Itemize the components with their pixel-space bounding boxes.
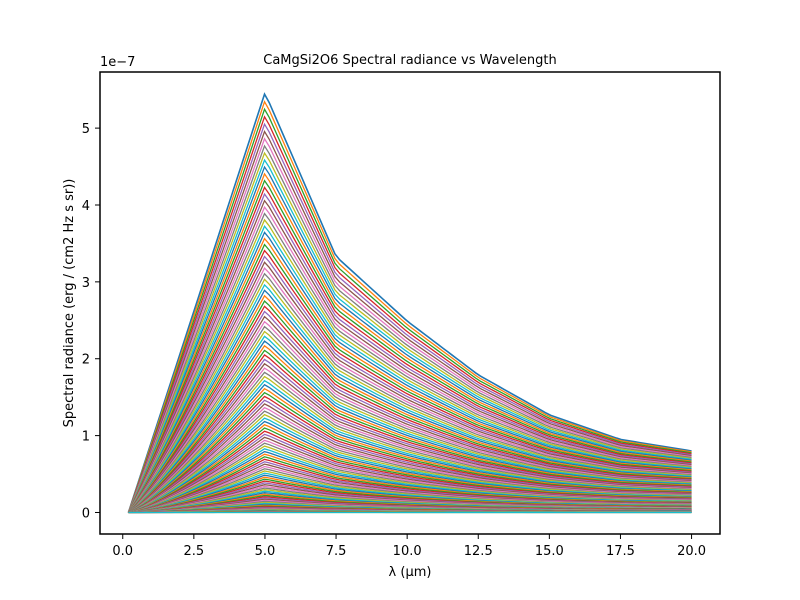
series-line [127,115,692,513]
series-line [128,349,692,514]
series-line [127,237,692,513]
series-line [128,354,692,514]
series-line [128,371,692,514]
series-line [127,144,692,513]
series-line [128,399,692,514]
x-tick-label: 12.5 [464,544,493,559]
plot-frame [99,71,721,535]
chart-title: CaMgSi2O6 Spectral radiance vs Wavelengt… [263,53,556,68]
series-line [128,325,692,514]
series-line [128,391,692,514]
series-line [127,205,692,513]
series-line [128,413,692,514]
x-tick-label: 5.0 [255,544,276,559]
series-line [128,335,692,514]
series-line [127,255,692,513]
series-line [127,179,692,513]
series-line [127,100,692,513]
series-line [127,107,692,513]
series-line [128,358,692,514]
series-line [127,261,692,513]
series-line [128,417,692,514]
x-axis-ticks: 0.0 2.5 5.0 7.5 10.0 12.5 15.0 17.5 20.0 [112,534,706,559]
series-line [127,272,692,513]
x-tick-label: 10.0 [393,544,422,559]
series-line [127,122,692,513]
series-line [128,320,692,513]
series-line [128,315,692,513]
y-axis-title: Spectral radiance (erg / (cm2 Hz s sr)) [62,179,77,428]
series-line [128,379,692,514]
series-line [127,294,692,513]
series-line [127,283,692,513]
series-line [128,403,692,514]
series-line [128,305,692,513]
series-line [128,330,692,514]
y-tick-label: 1 [82,430,90,445]
series-line [127,249,692,513]
series-line [127,137,692,513]
series-line [127,172,692,513]
series-group [127,92,692,514]
series-line [127,289,692,513]
series-line [128,383,692,514]
series-line [128,344,692,514]
series-line [127,158,692,513]
series-line [128,310,692,513]
y-tick-label: 5 [82,122,90,137]
x-tick-label: 7.5 [326,544,347,559]
series-line [128,395,692,514]
x-axis-title: λ (μm) [389,565,432,580]
series-line [127,212,692,513]
series-line [128,362,692,514]
y-scale-label: 1e−7 [100,55,135,70]
series-line [128,387,692,514]
series-line [127,186,692,513]
series-line [127,218,692,513]
y-tick-label: 0 [82,506,90,521]
series-line [127,192,692,513]
series-line [128,375,692,514]
series-line [127,243,692,513]
series-line [128,340,692,514]
series-line [127,129,692,513]
series-line [127,266,692,513]
y-tick-label: 2 [82,353,90,368]
y-axis-ticks: 0 1 2 3 4 5 [82,122,100,521]
series-line [128,410,692,514]
y-tick-label: 4 [82,199,90,214]
y-tick-label: 3 [82,276,90,291]
series-line [127,165,692,513]
x-tick-label: 2.5 [184,544,205,559]
x-tick-label: 0.0 [112,544,133,559]
x-tick-label: 20.0 [677,544,706,559]
series-line [127,199,692,513]
series-line [127,278,692,513]
series-line [127,224,692,513]
series-line [128,406,692,514]
series-line [128,367,692,514]
x-tick-label: 15.0 [535,544,564,559]
series-line [127,151,692,513]
series-line [127,92,692,513]
series-line [128,300,692,513]
x-tick-label: 17.5 [606,544,635,559]
series-line [127,231,692,513]
